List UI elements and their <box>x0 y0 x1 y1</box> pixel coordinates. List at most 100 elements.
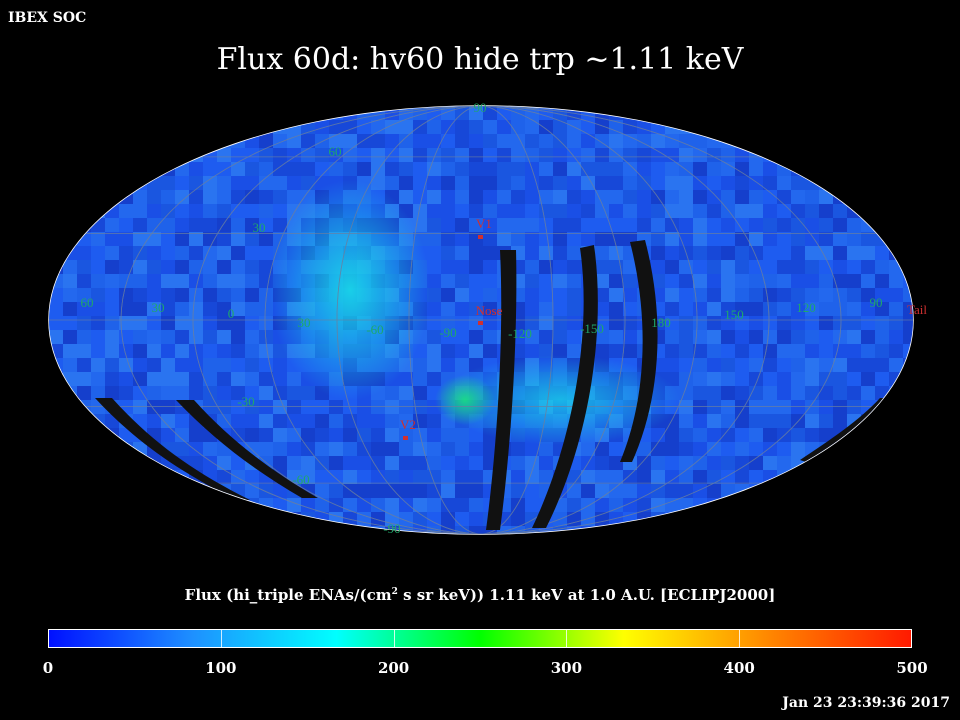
flux-pixel <box>441 274 455 288</box>
flux-pixel <box>609 246 623 260</box>
flux-pixel <box>721 400 735 414</box>
flux-pixel <box>231 316 245 330</box>
flux-pixel <box>91 386 105 400</box>
flux-pixel <box>147 330 161 344</box>
flux-pixel <box>399 134 413 148</box>
flux-pixel <box>539 470 553 484</box>
flux-pixel <box>455 246 469 260</box>
flux-pixel <box>539 344 553 358</box>
flux-pixel <box>651 246 665 260</box>
flux-pixel <box>847 400 861 414</box>
flux-pixel <box>273 204 287 218</box>
flux-pixel <box>217 148 231 162</box>
tail-label: Tail <box>907 302 927 317</box>
flux-pixel <box>623 484 637 498</box>
flux-pixel <box>203 512 217 526</box>
flux-pixel <box>399 120 413 134</box>
flux-pixel <box>861 344 875 358</box>
flux-pixel <box>427 456 441 470</box>
flux-pixel <box>105 428 119 442</box>
flux-pixel <box>189 274 203 288</box>
flux-pixel <box>805 246 819 260</box>
flux-pixel <box>721 148 735 162</box>
flux-pixel <box>721 176 735 190</box>
flux-pixel <box>665 260 679 274</box>
flux-pixel <box>595 316 609 330</box>
flux-pixel <box>455 302 469 316</box>
flux-pixel <box>553 120 567 134</box>
flux-pixel <box>343 428 357 442</box>
flux-pixel <box>245 330 259 344</box>
flux-pixel <box>763 190 777 204</box>
lat-label-minus30: -30 <box>237 394 254 409</box>
flux-pixel <box>413 526 427 534</box>
flux-pixel <box>735 386 749 400</box>
flux-pixel <box>665 288 679 302</box>
flux-pixel <box>49 302 63 316</box>
flux-pixel <box>175 302 189 316</box>
flux-pixel <box>49 498 63 512</box>
pole-label-south: -90 <box>383 521 400 536</box>
flux-pixel <box>693 316 707 330</box>
flux-pixel <box>399 470 413 484</box>
flux-pixel <box>581 442 595 456</box>
flux-pixel <box>413 218 427 232</box>
flux-pixel <box>259 386 273 400</box>
flux-pixel <box>371 512 385 526</box>
flux-pixel <box>119 316 133 330</box>
flux-pixel <box>833 148 847 162</box>
flux-pixel <box>777 512 791 526</box>
flux-pixel <box>553 176 567 190</box>
flux-pixel <box>133 386 147 400</box>
flux-pixel <box>511 442 525 456</box>
flux-pixel <box>483 330 497 344</box>
flux-pixel <box>203 498 217 512</box>
flux-pixel <box>623 218 637 232</box>
flux-pixel <box>721 358 735 372</box>
flux-pixel <box>595 484 609 498</box>
flux-pixel <box>245 526 259 534</box>
flux-pixel <box>833 456 847 470</box>
flux-pixel <box>861 120 875 134</box>
flux-pixel <box>189 204 203 218</box>
flux-pixel <box>889 260 903 274</box>
flux-pixel <box>721 428 735 442</box>
flux-pixel <box>595 526 609 534</box>
flux-pixel <box>91 470 105 484</box>
flux-pixel <box>49 442 63 456</box>
flux-pixel <box>231 526 245 534</box>
flux-pixel <box>63 456 77 470</box>
flux-pixel <box>441 428 455 442</box>
flux-pixel <box>623 470 637 484</box>
flux-pixel <box>777 484 791 498</box>
flux-pixel <box>91 246 105 260</box>
flux-pixel <box>161 386 175 400</box>
flux-pixel <box>441 288 455 302</box>
flux-pixel <box>273 106 287 120</box>
flux-pixel <box>903 456 913 470</box>
flux-pixel <box>147 218 161 232</box>
flux-pixel <box>301 134 315 148</box>
flux-pixel <box>553 302 567 316</box>
flux-pixel <box>651 162 665 176</box>
flux-pixel <box>679 190 693 204</box>
flux-pixel <box>777 358 791 372</box>
flux-pixel <box>469 176 483 190</box>
flux-pixel <box>231 106 245 120</box>
flux-pixel <box>259 246 273 260</box>
flux-pixel <box>693 414 707 428</box>
flux-pixel <box>203 190 217 204</box>
flux-pixel <box>147 190 161 204</box>
flux-pixel <box>665 498 679 512</box>
flux-pixel <box>735 400 749 414</box>
flux-pixel <box>567 526 581 534</box>
flux-pixel <box>707 302 721 316</box>
flux-pixel <box>469 106 483 120</box>
flux-pixel <box>231 204 245 218</box>
flux-pixel <box>903 400 913 414</box>
flux-pixel <box>413 120 427 134</box>
flux-pixel <box>469 162 483 176</box>
flux-pixel <box>259 372 273 386</box>
flux-pixel <box>539 330 553 344</box>
flux-pixel <box>735 428 749 442</box>
